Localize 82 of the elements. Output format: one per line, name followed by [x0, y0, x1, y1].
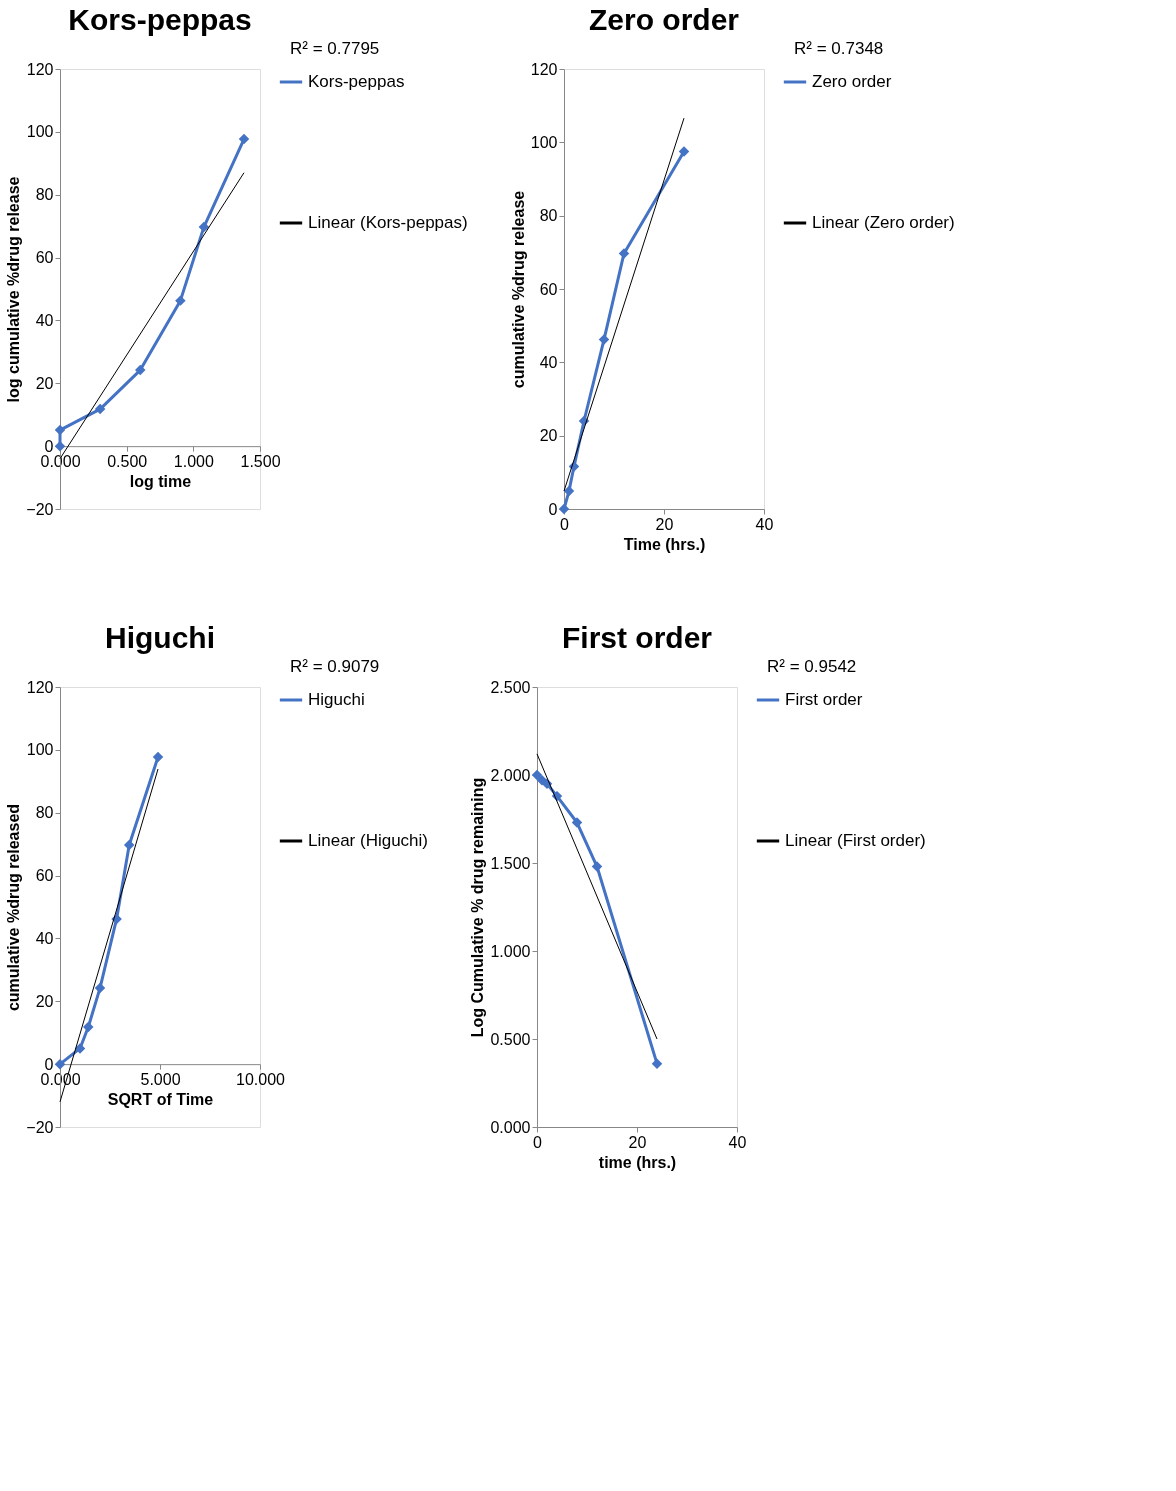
text: R² = 0.9542	[767, 657, 857, 676]
point	[651, 1058, 663, 1069]
text: R² = 0.9079	[290, 657, 380, 676]
y-tick-label: 100	[26, 741, 54, 759]
y-tick-label: 120	[26, 678, 54, 696]
point	[152, 751, 164, 763]
y-tick-label: 1.000	[490, 942, 531, 960]
legend-label: Linear (First order)	[785, 831, 926, 850]
legend-label: Linear (Kors-peppas)	[308, 213, 468, 232]
legend-label: Higuchi	[308, 690, 365, 709]
point	[558, 503, 570, 515]
y-tick-label: −20	[26, 500, 54, 518]
x-axis-title: log time	[129, 472, 192, 490]
y-tick-label: 60	[539, 280, 558, 298]
chart-title: First order	[561, 621, 713, 654]
point	[83, 1021, 94, 1033]
point	[531, 769, 543, 781]
x-tick-label: 40	[728, 1133, 747, 1151]
y-tick-label: 80	[35, 186, 54, 204]
y-tick-label: 2.000	[490, 766, 531, 784]
y-axis-title: Log Cumulative % drug remaining	[469, 777, 487, 1038]
point	[198, 221, 210, 233]
point	[238, 133, 250, 145]
legend-label: Kors-peppas	[308, 72, 405, 91]
y-tick-label: 0.000	[490, 1118, 531, 1136]
legend-label: Linear (Higuchi)	[308, 831, 428, 850]
y-tick-label: 20	[35, 992, 54, 1010]
y-tick-label: 80	[539, 207, 558, 225]
text: R² = 0.7795	[290, 39, 380, 58]
point	[678, 146, 690, 157]
y-tick-label: 2.500	[490, 678, 531, 696]
legend-label: Linear (Zero order)	[812, 213, 955, 232]
y-tick-label: 120	[26, 60, 54, 78]
point	[618, 248, 630, 259]
x-tick-label: 0.500	[107, 452, 148, 470]
point	[175, 295, 186, 306]
y-tick-label: 1.500	[490, 854, 531, 872]
y-tick-label: 80	[35, 804, 54, 822]
x-tick-label: 40	[755, 515, 774, 533]
y-tick-label: 60	[35, 867, 54, 885]
y-tick-label: 40	[35, 929, 54, 947]
x-tick-label: 1.500	[240, 452, 281, 470]
x-tick-label: 0	[560, 515, 570, 533]
legend-label: Zero order	[812, 72, 892, 91]
point	[571, 817, 583, 828]
point	[123, 839, 135, 851]
y-tick-label: 40	[539, 353, 558, 371]
y-tick-label: 20	[35, 374, 54, 392]
x-axis-title: Time (hrs.)	[623, 535, 706, 553]
text: R² = 0.7348	[794, 39, 884, 58]
point	[563, 485, 575, 497]
chart-title: Zero order	[588, 3, 740, 36]
x-tick-label: 20	[628, 1133, 647, 1151]
x-tick-label: 5.000	[140, 1070, 181, 1088]
x-axis-title: time (hrs.)	[598, 1153, 677, 1171]
point	[54, 1058, 66, 1070]
chart-title: Kors-peppas	[68, 3, 252, 36]
y-axis-title: cumulative %drug released	[5, 803, 23, 1012]
y-tick-label: 60	[35, 249, 54, 267]
y-tick-label: −20	[26, 1118, 54, 1136]
y-tick-label: 0	[548, 500, 558, 518]
chart-title: Higuchi	[105, 621, 215, 654]
y-tick-label: 0	[44, 1055, 54, 1073]
y-tick-label: 120	[530, 60, 558, 78]
y-axis-title: log cumulative %drug release	[5, 176, 23, 403]
x-tick-label: 1.000	[173, 452, 214, 470]
y-tick-label: 0.500	[490, 1030, 531, 1048]
point	[591, 861, 603, 872]
y-tick-label: 100	[530, 133, 558, 151]
y-tick-label: 100	[26, 123, 54, 141]
y-tick-label: 40	[35, 311, 54, 329]
x-axis-title: SQRT of Time	[107, 1090, 214, 1108]
legend-label: First order	[785, 690, 863, 709]
point	[94, 982, 106, 994]
x-tick-label: 20	[655, 515, 674, 533]
point	[598, 334, 610, 345]
y-tick-label: 0	[44, 437, 54, 455]
y-axis-title: cumulative %drug release	[509, 190, 527, 389]
x-tick-label: 10.000	[236, 1070, 286, 1088]
point	[135, 364, 146, 376]
y-tick-label: 20	[539, 427, 558, 445]
point	[94, 403, 106, 415]
